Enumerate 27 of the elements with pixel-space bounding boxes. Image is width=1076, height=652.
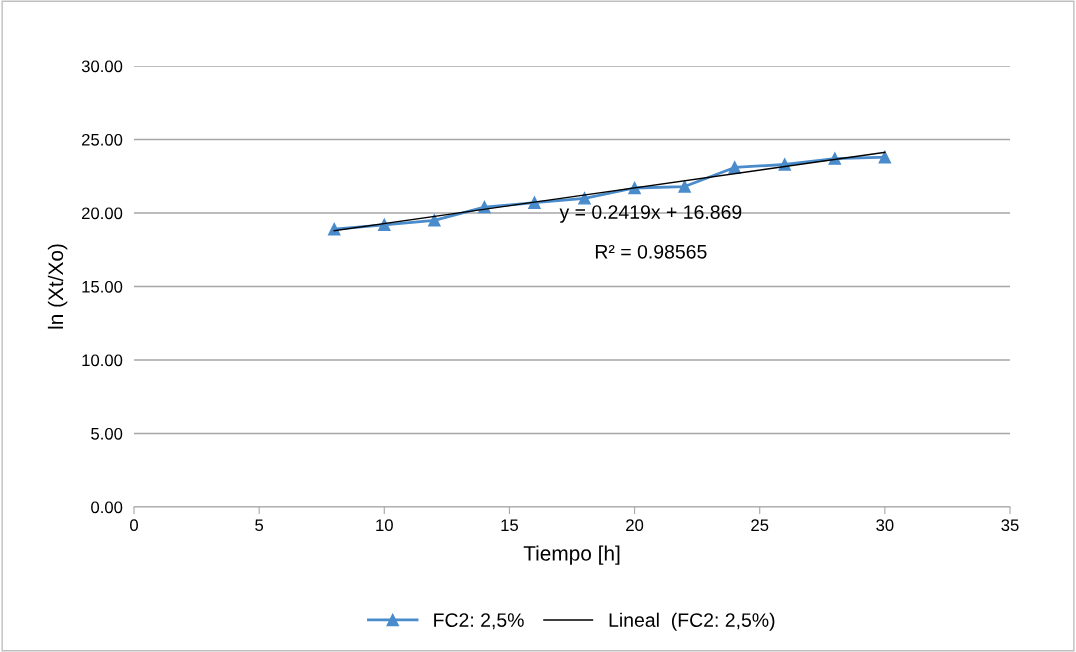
point <box>327 222 341 236</box>
point <box>728 161 741 174</box>
x-tick-label: 5 <box>255 519 264 532</box>
legend-label: Lineal (FC2: 2,5%) <box>609 612 775 631</box>
y-axis-title: ln (Xt/Xo) <box>47 244 68 329</box>
x-tick-label: 25 <box>751 519 769 532</box>
y-tick-label: 20.00 <box>82 207 123 220</box>
y-tick-label: 30.00 <box>81 60 123 73</box>
point <box>878 150 892 164</box>
x-tick-label: 10 <box>376 519 393 532</box>
x-axis-title: Tiempo [h] <box>523 545 620 565</box>
y-tick-label: 0.00 <box>91 501 123 514</box>
y-tick-label: 10.00 <box>82 354 123 367</box>
annotation: y = 0.2419x + 16.869 <box>559 205 742 223</box>
legend-label: FC2: 2,5% <box>434 613 524 630</box>
x-tick-label: 0 <box>130 519 138 532</box>
x-tick-label: 15 <box>501 519 518 532</box>
annotation: R² = 0.98565 <box>595 244 707 259</box>
y-tick-label: 5.00 <box>91 427 123 440</box>
x-tick-label: 35 <box>1001 519 1019 532</box>
y-tick-label: 25.00 <box>82 133 123 146</box>
point <box>678 180 691 193</box>
x-tick-label: 20 <box>626 519 644 532</box>
point <box>378 218 391 232</box>
point <box>428 214 441 227</box>
x-tick-label: 30 <box>876 519 894 532</box>
y-tick-label: 15.00 <box>82 280 123 293</box>
